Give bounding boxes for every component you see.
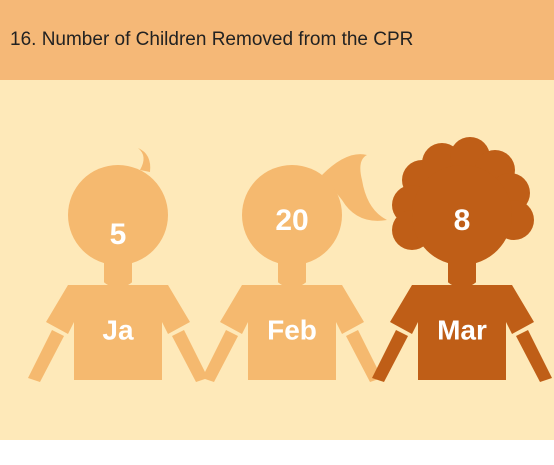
- child-figure: [202, 154, 387, 382]
- header: [0, 0, 554, 80]
- child-figure: [28, 148, 208, 382]
- category-label: Mar: [437, 314, 487, 345]
- child-figure: [372, 137, 552, 382]
- head: [412, 165, 512, 265]
- value-label: 5: [110, 218, 127, 251]
- left-arm: [28, 330, 64, 382]
- torso: [46, 285, 190, 380]
- head: [242, 165, 342, 265]
- right-arm: [172, 330, 208, 382]
- right-arm: [516, 330, 552, 382]
- neck: [278, 260, 306, 285]
- right-arm: [346, 330, 382, 382]
- category-label: Feb: [267, 314, 317, 345]
- chart-title: 16. Number of Children Removed from the …: [10, 29, 413, 50]
- hair-tuft: [138, 148, 151, 172]
- value-label: 20: [275, 204, 308, 237]
- torso: [220, 285, 364, 380]
- left-arm: [202, 330, 238, 382]
- ponytail: [322, 154, 387, 221]
- value-label: 8: [454, 204, 471, 237]
- category-label: Ja: [102, 314, 134, 345]
- neck: [448, 260, 476, 285]
- neck: [104, 260, 132, 285]
- torso: [390, 285, 534, 380]
- head: [68, 165, 168, 265]
- left-arm: [372, 330, 408, 382]
